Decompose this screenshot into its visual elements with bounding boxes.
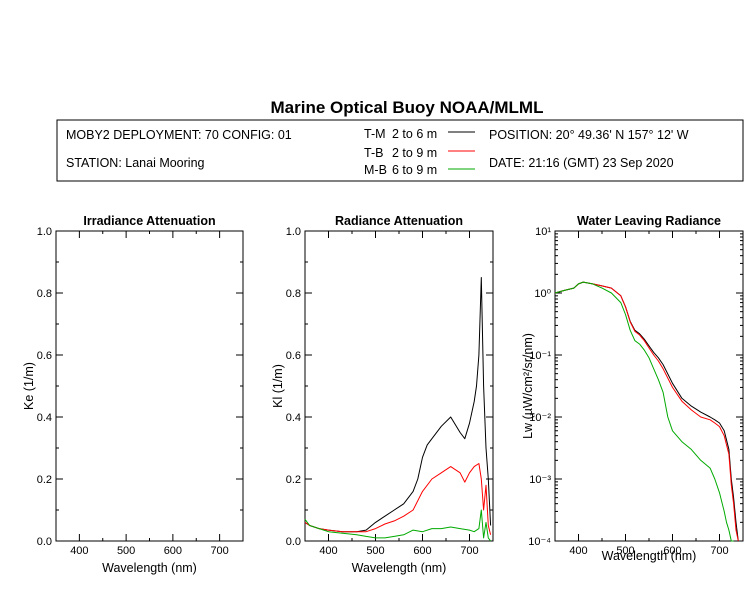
- x-tick-label: 700: [460, 545, 478, 557]
- x-tick-label: 500: [366, 545, 384, 557]
- y-tick-label: 0.0: [37, 536, 52, 548]
- legend-range-mb: 6 to 9 m: [392, 163, 437, 177]
- panel-title: Irradiance Attenuation: [83, 214, 215, 228]
- radiance-attenuation-panel: Radiance Attenuation Wavelength (nm) Kl …: [271, 214, 494, 575]
- y-tick-label: 0.4: [286, 412, 301, 424]
- series-line-m-b: [554, 281, 734, 542]
- y-tick-label: 10⁻³: [529, 474, 551, 486]
- x-tick-label: 400: [569, 545, 587, 557]
- panel-title: Water Leaving Radiance: [577, 214, 721, 228]
- y-tick-label: 0.6: [37, 350, 52, 362]
- legend-range-tb: 2 to 9 m: [392, 146, 437, 160]
- y-tick-label: 0.4: [37, 412, 52, 424]
- x-tick-label: 400: [70, 545, 88, 557]
- y-axis-label: Kl (1/m): [271, 364, 285, 408]
- deployment-text: MOBY2 DEPLOYMENT: 70 CONFIG: 01: [66, 128, 292, 142]
- y-tick-label: 0.8: [37, 288, 52, 300]
- y-tick-label: 10¹: [535, 226, 551, 238]
- y-tick-label: 0.0: [286, 536, 301, 548]
- plot-frame: [304, 230, 494, 542]
- y-tick-label: 0.8: [286, 288, 301, 300]
- main-title: Marine Optical Buoy NOAA/MLML: [271, 98, 544, 117]
- water-leaving-radiance-panel: Water Leaving Radiance Wavelength (nm) L…: [521, 214, 744, 563]
- y-axis-label: Lw (µW/cm²/sr/nm): [521, 333, 535, 439]
- series-line-t-m: [304, 277, 492, 533]
- x-axis-label: Wavelength (nm): [102, 561, 197, 575]
- x-axis-label: Wavelength (nm): [352, 561, 447, 575]
- x-tick-label: 500: [616, 545, 634, 557]
- position-text: POSITION: 20° 49.36' N 157° 12' W: [489, 128, 689, 142]
- x-tick-label: 600: [413, 545, 431, 557]
- y-axis-label: Ke (1/m): [22, 362, 36, 410]
- y-tick-label: 1.0: [37, 226, 52, 238]
- y-tick-label: 10⁰: [534, 288, 551, 300]
- y-tick-label: 0.2: [286, 474, 301, 486]
- series-line-t-m: [554, 281, 739, 542]
- header-box: MOBY2 DEPLOYMENT: 70 CONFIG: 01 STATION:…: [56, 119, 744, 182]
- x-axis-label: Wavelength (nm): [602, 549, 697, 563]
- y-tick-label: 0.2: [37, 474, 52, 486]
- irradiance-attenuation-panel: Irradiance Attenuation Wavelength (nm) K…: [22, 214, 244, 575]
- plot-frame: [554, 230, 744, 542]
- station-text: STATION: Lanai Mooring: [66, 156, 205, 170]
- x-tick-label: 400: [319, 545, 337, 557]
- plot-frame: [55, 230, 244, 542]
- panel-title: Radiance Attenuation: [335, 214, 463, 228]
- x-tick-label: 600: [164, 545, 182, 557]
- y-tick-label: 0.6: [286, 350, 301, 362]
- series-line-m-b: [304, 509, 492, 542]
- date-text: DATE: 21:16 (GMT) 23 Sep 2020: [489, 156, 674, 170]
- x-tick-label: 700: [210, 545, 228, 557]
- legend: T-M 2 to 6 m T-B 2 to 9 m M-B 6 to 9 m: [364, 127, 475, 177]
- legend-range-tm: 2 to 6 m: [392, 127, 437, 141]
- x-tick-label: 600: [663, 545, 681, 557]
- legend-code-tm: T-M: [364, 127, 386, 141]
- legend-code-tb: T-B: [364, 146, 383, 160]
- y-tick-label: 10⁻⁴: [528, 536, 551, 548]
- y-tick-label: 10⁻²: [529, 412, 551, 424]
- y-tick-label: 1.0: [286, 226, 301, 238]
- series-line-t-b: [304, 463, 492, 535]
- x-tick-label: 500: [117, 545, 135, 557]
- series-line-t-b: [554, 281, 739, 542]
- legend-code-mb: M-B: [364, 163, 387, 177]
- x-tick-label: 700: [710, 545, 728, 557]
- y-tick-label: 10⁻¹: [529, 350, 551, 362]
